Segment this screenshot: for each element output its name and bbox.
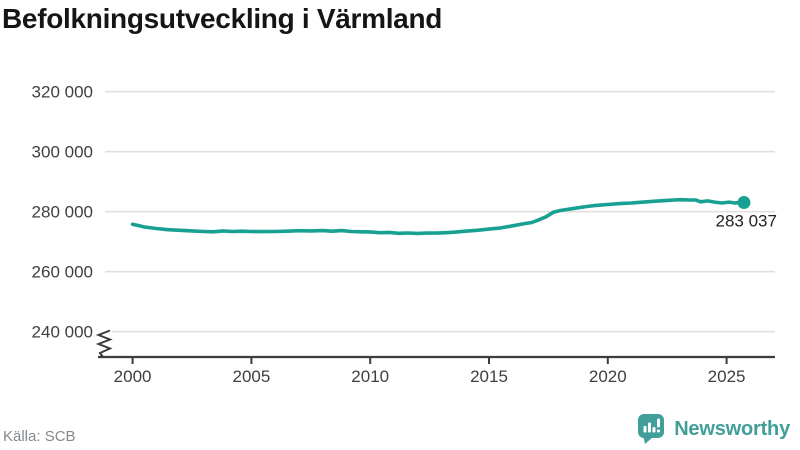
newsworthy-logo-icon (638, 414, 665, 444)
x-tick-label: 2010 (351, 367, 389, 386)
newsworthy-logo-text: Newsworthy (674, 417, 790, 440)
y-tick-label: 240 000 (32, 323, 93, 342)
x-tick-label: 2025 (708, 367, 746, 386)
x-tick-label: 2020 (589, 367, 627, 386)
y-tick-label: 320 000 (32, 83, 93, 102)
x-tick-label: 2015 (470, 367, 508, 386)
y-tick-label: 300 000 (32, 143, 93, 162)
x-tick-label: 2005 (232, 367, 270, 386)
last-point-marker (737, 196, 751, 210)
end-value-label: 283 037 (715, 212, 776, 231)
population-series-line (130, 197, 746, 236)
y-axis-break-icon (95, 329, 113, 358)
newsworthy-brand[interactable]: Newsworthy (637, 413, 790, 445)
x-tick-label: 2000 (114, 367, 152, 386)
y-tick-label: 260 000 (32, 263, 93, 282)
y-tick-label: 280 000 (32, 203, 93, 222)
chart-title: Befolkningsutveckling i Värmland (2, 3, 443, 34)
source-label: Källa: SCB (3, 428, 76, 445)
